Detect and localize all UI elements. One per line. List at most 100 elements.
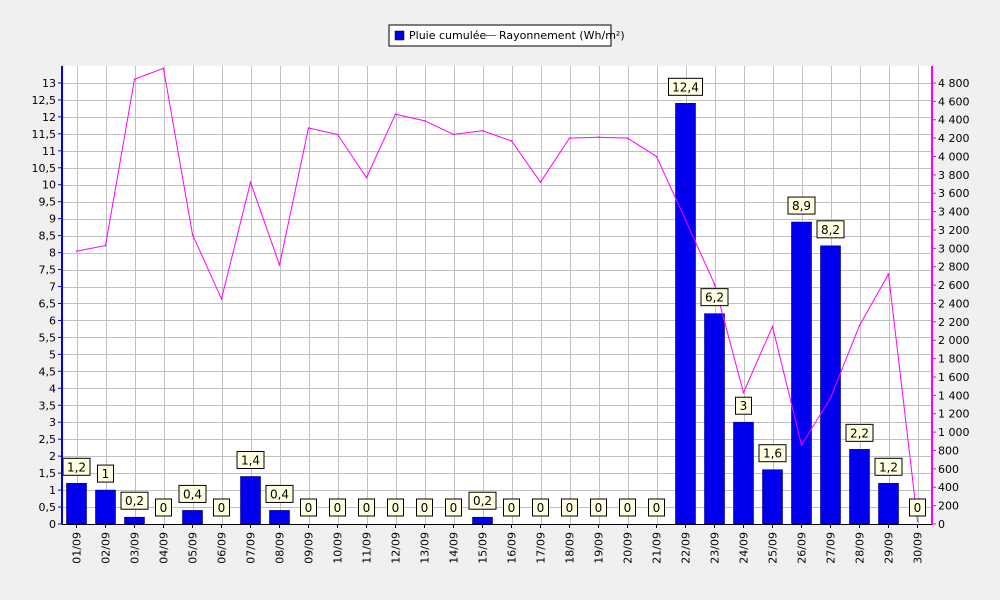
data-label-box-10	[358, 498, 375, 517]
bar-0	[66, 482, 87, 525]
right-tick-label-3: 600	[938, 463, 959, 476]
legend-swatch-bar	[394, 30, 405, 41]
x-tick-label-3: 04/09	[158, 532, 171, 564]
line-point-17	[568, 137, 571, 139]
bar-2	[124, 516, 145, 525]
data-label-11: 0	[392, 501, 400, 515]
left-tick-label-19: 9,5	[39, 196, 57, 209]
legend-entry-1: Rayonnement (Wh/m²)	[499, 29, 625, 42]
right-tick-label-21: 4 200	[938, 132, 970, 145]
legend-entry-0: Pluie cumulée	[409, 29, 487, 42]
line-point-19	[626, 137, 629, 139]
line-series	[75, 67, 919, 523]
data-label-5: 0	[218, 501, 226, 515]
data-label-19: 0	[624, 501, 632, 515]
bar-24	[762, 469, 783, 525]
bar-21	[675, 103, 696, 525]
right-tick-label-23: 4 600	[938, 95, 970, 108]
left-tick-label-23: 11,5	[32, 128, 57, 141]
right-tick-label-14: 2 800	[938, 261, 970, 274]
right-tick-label-12: 2 400	[938, 297, 970, 310]
left-tick-label-13: 6,5	[39, 297, 57, 310]
x-tick-label-1: 02/09	[100, 532, 113, 564]
line-point-10	[365, 176, 368, 179]
right-tick-label-1: 200	[938, 500, 959, 513]
line-point-1	[104, 244, 107, 247]
bar-25	[791, 221, 812, 525]
x-tick-label-29: 30/09	[912, 532, 925, 564]
data-label-box-17	[561, 498, 578, 517]
data-label-box-1	[97, 464, 114, 483]
data-label-4: 0,4	[183, 487, 202, 501]
grid	[62, 66, 932, 524]
left-tick-label-3: 1,5	[39, 467, 57, 480]
bar-23	[733, 421, 754, 525]
bar-27	[849, 449, 870, 525]
left-tick-label-12: 6	[49, 314, 56, 327]
left-tick-label-20: 10	[42, 179, 56, 192]
left-tick-label-16: 8	[49, 247, 56, 260]
right-tick-label-10: 2 000	[938, 334, 970, 347]
data-labels: 1,2 1 0,2 0 0,4 0 1,4 0,4 0 0 0 0 0 0 0,2 0 0 0 0 0 0 12,4 6,2…	[62, 77, 926, 517]
line-point-2	[133, 78, 136, 81]
line-point-12	[423, 119, 426, 122]
right-tick-label-15: 3 000	[938, 242, 970, 255]
data-label-2: 0,2	[125, 494, 144, 508]
data-label-18: 0	[595, 501, 603, 515]
data-label-box-24	[758, 444, 787, 463]
line-point-18	[597, 136, 600, 139]
right-tick-label-11: 2 200	[938, 316, 970, 329]
x-tick-label-4: 05/09	[187, 532, 200, 564]
data-label-9: 0	[334, 501, 342, 515]
data-label-box-8	[300, 498, 317, 517]
bar-28	[878, 482, 899, 525]
x-tick-label-12: 13/09	[419, 532, 432, 564]
data-label-7: 0,4	[270, 487, 289, 501]
data-label-box-6	[236, 451, 265, 470]
line-point-9	[336, 133, 339, 136]
bar-26	[820, 245, 841, 525]
x-tick-label-15: 16/09	[506, 532, 519, 564]
legend: Pluie cumulée Rayonnement (Wh/m²)	[388, 24, 625, 47]
data-label-box-7	[265, 484, 294, 503]
data-label-24: 1,6	[763, 447, 782, 461]
data-label-25: 8,9	[792, 199, 811, 213]
x-tick-label-0: 01/09	[71, 532, 84, 564]
line-point-21	[684, 219, 687, 221]
data-label-0: 1,2	[67, 460, 86, 474]
left-tick-label-9: 4,5	[39, 365, 57, 378]
bar-4	[182, 510, 203, 525]
x-tick-label-8: 09/09	[303, 532, 316, 564]
x-tick-label-22: 23/09	[709, 532, 722, 564]
data-label-box-16	[532, 498, 549, 517]
data-label-20: 0	[653, 501, 661, 515]
right-tick-label-24: 4 800	[938, 77, 970, 90]
line-point-28	[887, 273, 890, 275]
right-tick-label-17: 3 400	[938, 206, 970, 219]
line-point-14	[481, 129, 484, 132]
right-tick-label-18: 3 600	[938, 187, 970, 200]
left-tick-label-10: 5	[49, 348, 56, 361]
legend-box	[388, 24, 612, 47]
left-axis-ticks: 00,511,522,533,544,555,566,577,588,599,5…	[32, 77, 62, 531]
data-label-17: 0	[566, 501, 574, 515]
right-tick-label-5: 1 000	[938, 426, 970, 439]
line-point-11	[394, 113, 397, 116]
data-label-21: 12,4	[672, 80, 699, 94]
right-tick-label-13: 2 600	[938, 279, 970, 292]
right-tick-label-22: 4 400	[938, 114, 970, 127]
line-point-4	[191, 233, 194, 236]
x-tick-label-5: 06/09	[216, 532, 229, 564]
data-label-3: 0	[160, 501, 168, 515]
data-label-8: 0	[305, 501, 313, 515]
axes	[61, 66, 933, 525]
data-label-box-21	[668, 77, 703, 96]
right-tick-label-16: 3 200	[938, 224, 970, 237]
left-tick-label-14: 7	[49, 281, 56, 294]
right-tick-label-2: 400	[938, 481, 959, 494]
data-label-box-14	[468, 491, 497, 510]
left-tick-label-7: 3,5	[39, 399, 57, 412]
left-tick-label-2: 1	[49, 484, 56, 497]
x-tick-label-20: 21/09	[651, 532, 664, 564]
